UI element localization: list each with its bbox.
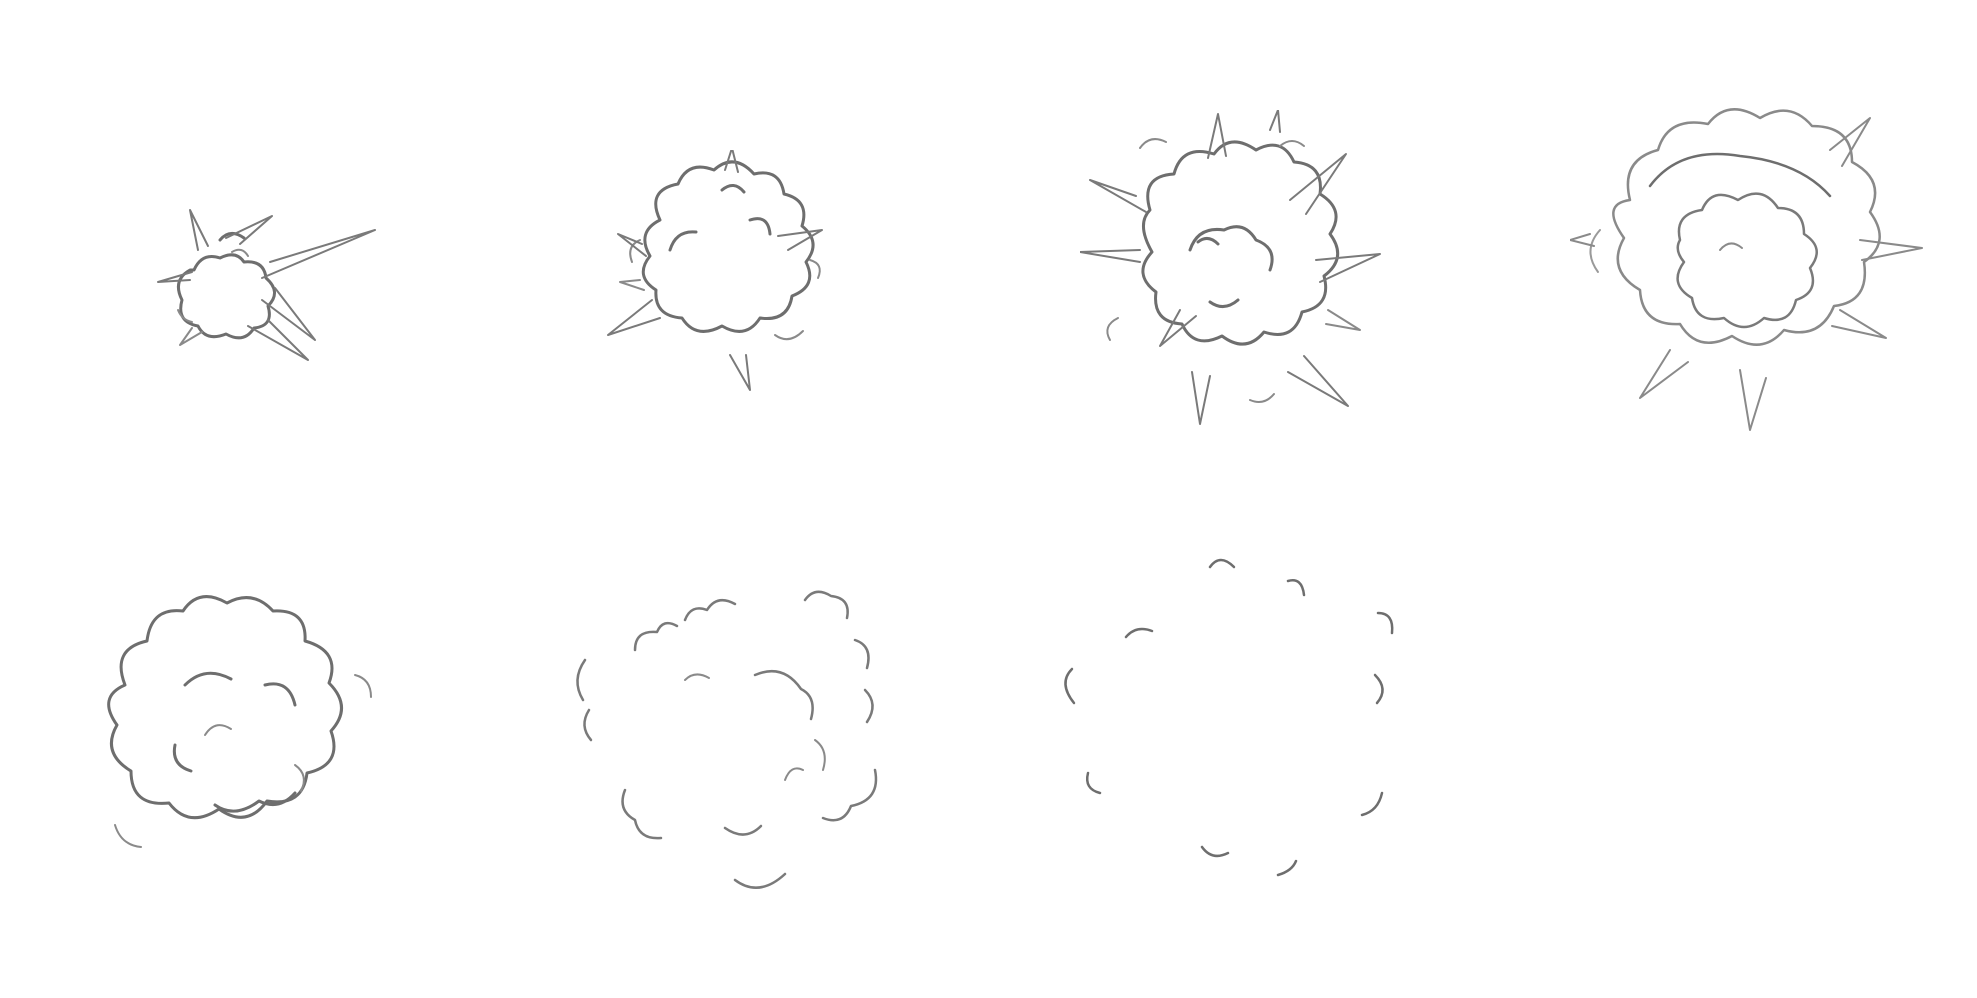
explosion-frame-1: [157, 209, 376, 361]
smoke-cloud: [629, 160, 821, 341]
outer-ring: [1589, 108, 1881, 346]
burst-cloud: [176, 232, 276, 340]
smoke-cloud: [107, 595, 372, 848]
wisp-fragments: [1064, 558, 1394, 877]
explosion-frame-5: [107, 595, 372, 848]
explosion-frame-3: [1080, 110, 1381, 425]
smoke-fragments: [576, 590, 878, 889]
burst-spikes: [1080, 110, 1381, 425]
burst-spikes: [1570, 117, 1923, 431]
burst-spikes: [157, 209, 376, 361]
explosion-frame-6: [576, 590, 878, 889]
explosion-frame-2: [607, 150, 823, 391]
smoke-cloud: [1106, 138, 1340, 403]
explosion-frame-4: [1570, 108, 1923, 431]
inner-cloud: [1676, 192, 1818, 329]
burst-spikes: [607, 150, 823, 391]
explosion-frame-7: [1064, 558, 1394, 877]
